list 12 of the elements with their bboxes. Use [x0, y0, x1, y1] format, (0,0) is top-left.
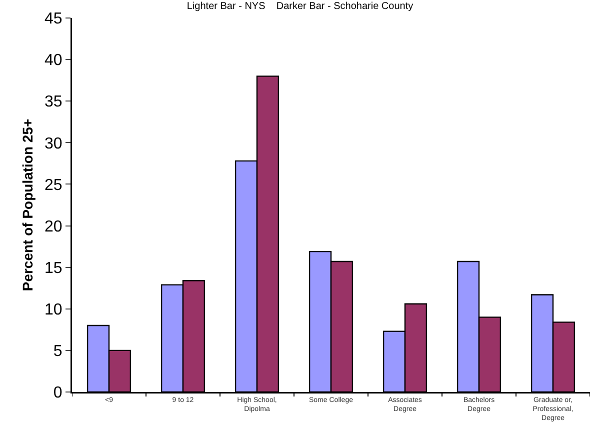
y-tick-label: 30 [44, 135, 62, 152]
y-tick-label: 40 [44, 52, 62, 70]
y-axis-title: Percent of Population 25+ [19, 118, 36, 292]
y-tick-label: 10 [44, 301, 62, 318]
y-tick-label: 25 [44, 176, 62, 194]
y-tick-label: 45 [44, 10, 62, 28]
y-tick-label: 15 [44, 260, 62, 277]
y-tick-label: 5 [53, 343, 62, 360]
y-tick-label: 20 [44, 218, 62, 236]
y-tick-label: 35 [44, 94, 62, 111]
y-tick-label: 0 [53, 384, 62, 402]
chart-title: Lighter Bar - NYS Darker Bar - Schoharie County [186, 1, 414, 12]
